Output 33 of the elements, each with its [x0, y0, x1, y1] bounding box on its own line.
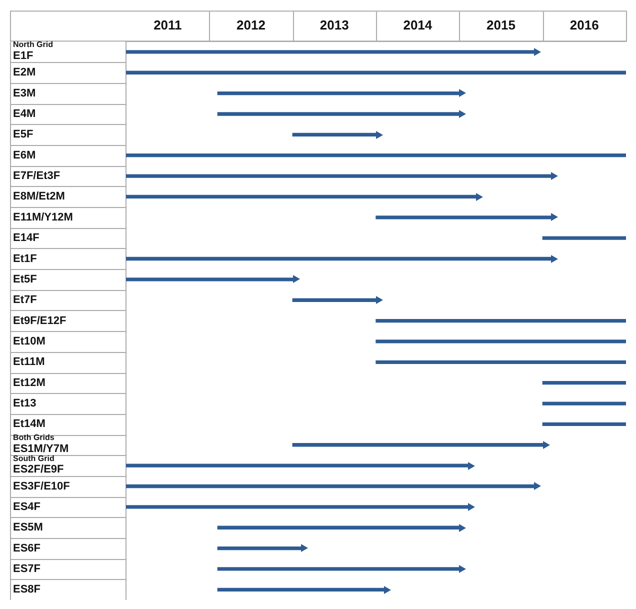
- y-tick-label: E3M: [13, 87, 36, 100]
- y-tick-label: ES4F: [13, 500, 41, 513]
- y-tick-label: E4M: [13, 108, 36, 120]
- y-tick-label: ES5M: [13, 522, 43, 534]
- y-tick-label: ES3F/E10F: [13, 480, 70, 492]
- y-tick-label: North Grid E1F: [13, 40, 54, 62]
- y-tick-label: Et12M: [13, 376, 46, 389]
- y-tick-label: ES8F: [13, 584, 41, 596]
- y-tick-label: E11M/Y12M: [13, 211, 73, 224]
- y-tick-label: E8M/Et2M: [13, 190, 65, 203]
- y-tick-label: ES6F: [13, 542, 41, 554]
- x-tick-label: 2011: [154, 17, 182, 32]
- y-tick-label: E14F: [13, 232, 40, 244]
- y-tick-label: Et11M: [13, 356, 45, 368]
- y-tick-label: ES7F: [13, 563, 41, 576]
- y-tick-label: Et7F: [13, 294, 38, 306]
- y-tick-label: E2M: [13, 66, 36, 79]
- y-tick-label: Et9F/E12F: [13, 314, 66, 327]
- y-tick-label: Et14M: [13, 418, 46, 430]
- x-tick-label: 2015: [486, 17, 516, 32]
- y-tick-label: E7F/Et3F: [13, 170, 60, 182]
- x-tick-label: 2013: [320, 17, 349, 32]
- y-tick-label: Et13: [13, 398, 36, 410]
- x-tick-label: 2016: [570, 17, 599, 32]
- y-tick-label: E5F: [13, 128, 34, 141]
- x-tick-label: 2012: [236, 17, 266, 32]
- y-tick-label: Both Grids ES1M/Y7M: [13, 433, 69, 455]
- y-tick-label: Et10M: [13, 336, 46, 348]
- y-tick-label: Et1F: [13, 252, 38, 265]
- y-tick-label: South Grid ES2F/E9F: [13, 454, 64, 476]
- x-tick-label: 2014: [403, 17, 433, 32]
- y-tick-label: E6M: [13, 149, 36, 162]
- y-tick-label: Et5F: [13, 273, 38, 286]
